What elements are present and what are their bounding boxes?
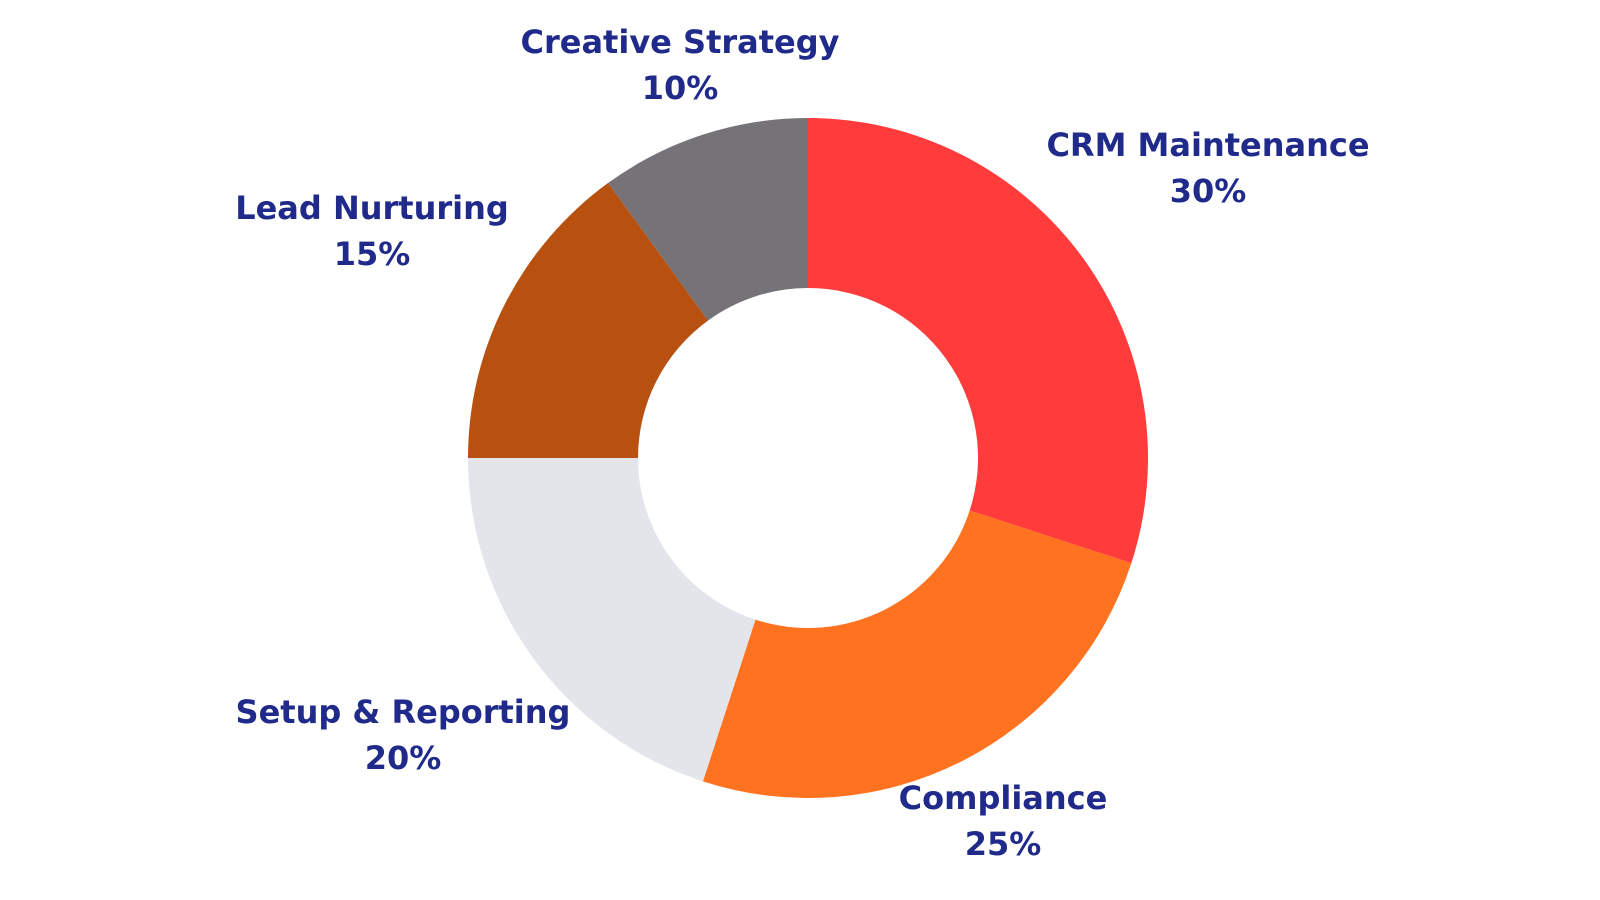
slice-crm-maintenance [808,118,1148,564]
label-creative-strategy: Creative Strategy 10% [520,19,839,111]
slice-setup-reporting [468,458,756,782]
label-crm-maintenance: CRM Maintenance 30% [1046,122,1369,214]
label-crm-maintenance-name: CRM Maintenance [1046,126,1370,164]
label-compliance-name: Compliance [898,779,1108,817]
label-crm-maintenance-value: 30% [1169,172,1247,210]
label-lead-nurturing-value: 15% [333,235,411,273]
slice-lead-nurturing [468,182,709,459]
label-lead-nurturing: Lead Nurturing 15% [235,185,509,277]
label-setup-reporting: Setup & Reporting 20% [236,689,571,781]
label-creative-strategy-name: Creative Strategy [520,23,840,61]
label-lead-nurturing-name: Lead Nurturing [235,189,509,227]
slice-compliance [702,510,1132,798]
label-compliance: Compliance 25% [899,775,1108,867]
label-setup-reporting-name: Setup & Reporting [235,693,571,731]
label-creative-strategy-value: 10% [641,69,719,107]
slice-creative-strategy [608,118,808,321]
label-compliance-value: 25% [964,825,1042,863]
label-setup-reporting-value: 20% [364,739,442,777]
